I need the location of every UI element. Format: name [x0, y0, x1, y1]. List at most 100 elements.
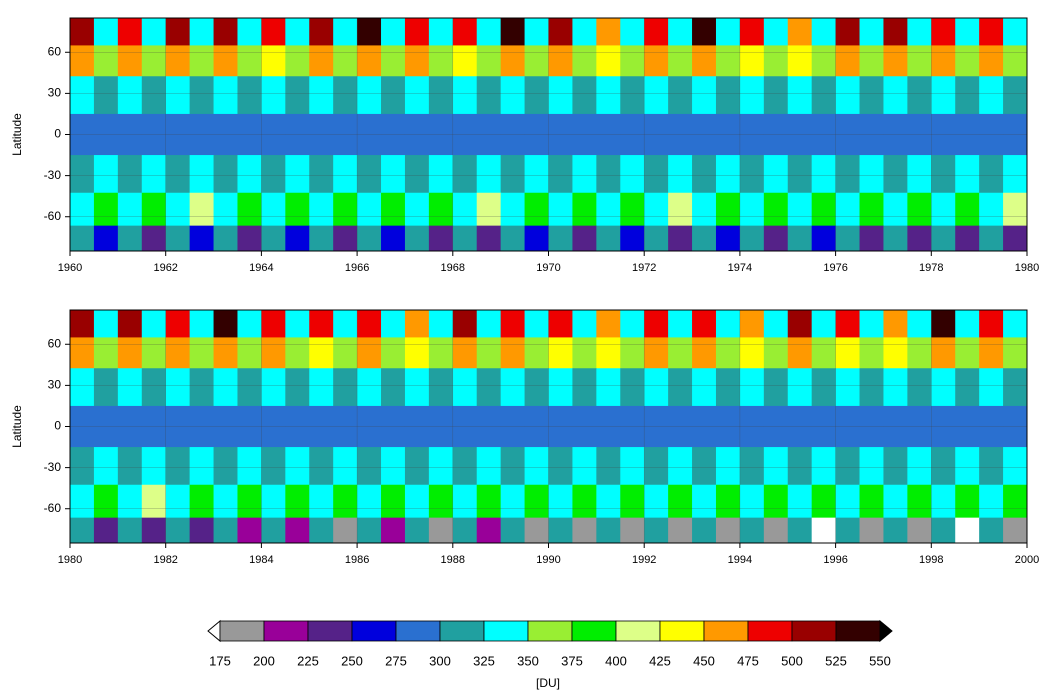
- cell: [333, 225, 358, 252]
- x-tick-label: 1960: [58, 262, 82, 274]
- cell: [381, 18, 406, 46]
- cell: [261, 18, 286, 46]
- cell: [404, 368, 430, 407]
- cell: [715, 113, 741, 156]
- cell: [811, 18, 837, 46]
- cell: [428, 405, 454, 448]
- cell: [548, 337, 573, 369]
- x-tick-label: 1980: [58, 554, 82, 566]
- cell: [357, 405, 382, 448]
- cell: [237, 45, 262, 77]
- cell: [811, 405, 837, 448]
- cell: [404, 225, 430, 252]
- cell: [572, 113, 597, 156]
- cell: [739, 45, 765, 77]
- cell: [309, 484, 334, 519]
- cell: [70, 113, 95, 156]
- cell: [381, 310, 406, 338]
- cell: [404, 310, 430, 338]
- cell: [237, 18, 262, 46]
- cell: [835, 113, 861, 156]
- x-tick-label: 1998: [919, 554, 943, 566]
- cell: [93, 225, 119, 252]
- cell: [548, 405, 573, 448]
- cell: [428, 484, 454, 519]
- cell: [931, 192, 956, 227]
- cell: [1003, 337, 1028, 369]
- cell: [668, 405, 693, 448]
- cell: [165, 18, 191, 46]
- colorbar-tick-label: 225: [297, 653, 319, 668]
- cell: [572, 405, 597, 448]
- cell: [548, 517, 573, 544]
- cell: [907, 405, 932, 448]
- cell: [835, 310, 861, 338]
- cell: [500, 517, 526, 544]
- cell: [213, 447, 238, 486]
- cell: [165, 405, 191, 448]
- cell: [524, 337, 549, 369]
- cell: [524, 310, 549, 338]
- cell: [1003, 517, 1028, 544]
- cell: [620, 405, 645, 448]
- cell: [141, 45, 167, 77]
- cell: [476, 517, 502, 544]
- cell: [500, 192, 526, 227]
- y-axis-label: Latitude: [10, 113, 24, 156]
- cell: [141, 76, 167, 115]
- cell: [452, 155, 478, 194]
- cell: [883, 155, 908, 194]
- cell: [907, 368, 932, 407]
- cell: [141, 18, 167, 46]
- cell: [692, 18, 717, 46]
- cell: [428, 76, 454, 115]
- cell: [979, 368, 1004, 407]
- cell: [1003, 192, 1028, 227]
- cell: [715, 447, 741, 486]
- cell: [1003, 368, 1028, 407]
- colorbar-box: [483, 620, 529, 642]
- cell: [357, 45, 382, 77]
- cell: [835, 45, 861, 77]
- cell: [165, 368, 191, 407]
- cell: [787, 45, 813, 77]
- cell: [524, 225, 549, 252]
- cell: [763, 337, 789, 369]
- cell: [931, 18, 956, 46]
- cell: [333, 76, 358, 115]
- cell: [668, 18, 693, 46]
- cell: [165, 337, 191, 369]
- cell: [357, 155, 382, 194]
- cell: [70, 45, 95, 77]
- cell: [668, 113, 693, 156]
- cell: [428, 113, 454, 156]
- cell: [381, 484, 406, 519]
- cell: [644, 155, 669, 194]
- cell: [692, 368, 717, 407]
- colorbar-box: [439, 620, 485, 642]
- cell: [404, 155, 430, 194]
- cell: [859, 484, 884, 519]
- colorbar-box: [791, 620, 837, 642]
- y-tick-label: -60: [44, 501, 62, 515]
- cell: [117, 310, 143, 338]
- cell: [715, 310, 741, 338]
- cell: [955, 337, 980, 369]
- cell: [715, 45, 741, 77]
- cell: [548, 76, 573, 115]
- y-axis-label: Latitude: [10, 405, 24, 448]
- cell: [763, 155, 789, 194]
- cell: [907, 310, 932, 338]
- cell: [811, 225, 837, 252]
- cell: [524, 447, 549, 486]
- cell: [763, 447, 789, 486]
- cell: [644, 447, 669, 486]
- cell: [381, 337, 406, 369]
- cell: [285, 18, 310, 46]
- cell: [979, 192, 1004, 227]
- cell: [428, 310, 454, 338]
- cell: [117, 517, 143, 544]
- x-tick-label: 1980: [1015, 262, 1039, 274]
- cell: [692, 76, 717, 115]
- cell: [237, 405, 262, 448]
